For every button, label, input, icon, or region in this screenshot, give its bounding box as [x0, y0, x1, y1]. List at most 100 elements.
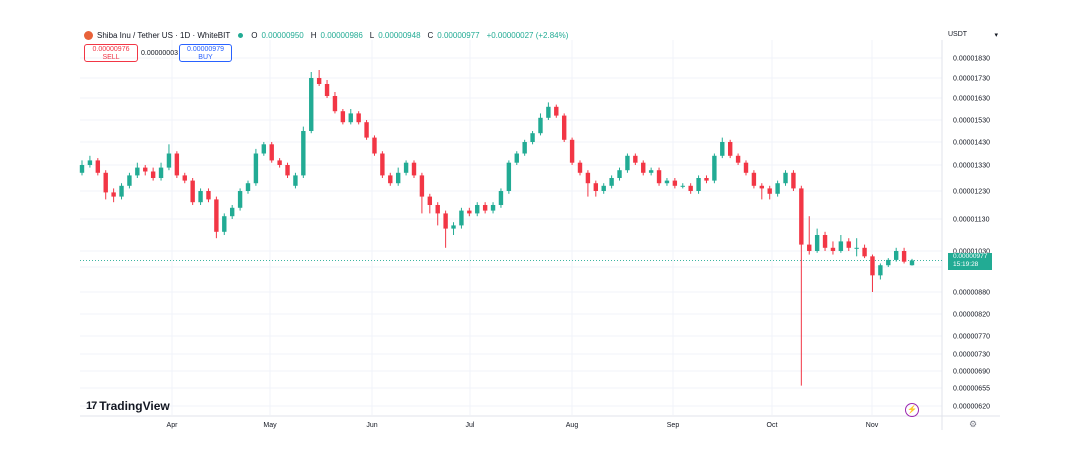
sell-button[interactable]: 0.00000976 SELL: [84, 44, 138, 62]
high-value: 0.00000986: [320, 31, 363, 40]
candle-body: [767, 188, 772, 194]
candle-body: [696, 178, 701, 191]
candle-body: [79, 165, 85, 173]
candle-body: [680, 185, 685, 187]
change-value: +0.00000027 (+2.84%): [486, 31, 569, 40]
candle-body: [585, 172, 591, 184]
candle-body: [727, 142, 733, 156]
candle-body: [395, 172, 401, 184]
candle-body: [182, 175, 187, 181]
candle-body: [807, 244, 812, 251]
candle-body: [222, 216, 227, 232]
candle-body: [783, 172, 788, 184]
candle-body: [411, 162, 417, 176]
candle-body: [759, 185, 765, 189]
chevron-down-icon: ▾: [994, 32, 998, 39]
low-value: 0.00000948: [378, 31, 421, 40]
candle-body: [87, 160, 93, 165]
candle-body: [388, 175, 393, 184]
y-tick-label: 0.00001130: [953, 217, 990, 224]
y-tick-label: 0.00001530: [953, 118, 990, 125]
currency-selector[interactable]: USDT ▾: [948, 31, 998, 39]
symbol-title[interactable]: Shiba Inu / Tether US · 1D · WhiteBIT: [97, 31, 231, 40]
candle-body: [237, 191, 243, 208]
candle-body: [364, 122, 369, 138]
candle-body: [253, 153, 259, 184]
candle-body: [569, 139, 575, 163]
market-status-dot-icon: [238, 33, 244, 38]
candle-body: [514, 153, 519, 163]
candle-body: [625, 155, 630, 171]
candle-body: [720, 142, 725, 156]
candle-body: [103, 172, 108, 193]
candle-body: [664, 180, 670, 184]
current-price: 0.00000977: [953, 253, 988, 260]
sell-price: 0.00000976: [92, 46, 130, 53]
candle-body: [641, 162, 646, 173]
candle-body: [356, 113, 361, 123]
candle-body: [190, 180, 195, 203]
y-tick-label: 0.00001230: [953, 189, 990, 196]
candle-body: [506, 162, 512, 191]
candle-body: [554, 106, 559, 116]
candle-body: [862, 247, 867, 257]
y-tick-label: 0.00000620: [953, 404, 990, 411]
candle-body: [261, 144, 267, 154]
y-tick-label: 0.00000690: [953, 369, 990, 376]
currency-label: USDT: [948, 31, 968, 38]
candle-body: [546, 106, 551, 118]
lightning-icon[interactable]: ⚡: [905, 403, 919, 417]
candle-body: [451, 225, 456, 229]
candle-body: [467, 210, 472, 214]
candle-body: [119, 185, 124, 197]
buy-button[interactable]: 0.00000979 BUY: [179, 44, 232, 62]
tradingview-logo[interactable]: 17 TradingView: [86, 399, 170, 413]
candle-body: [791, 172, 796, 189]
candle-body: [609, 178, 614, 186]
candle-body: [174, 153, 180, 176]
y-tick-label: 0.00001030: [953, 249, 990, 256]
candle-body: [158, 167, 164, 178]
tradingview-mark-icon: 17: [86, 400, 97, 412]
y-tick-label: 0.00000655: [953, 386, 990, 393]
candle-body: [435, 205, 440, 214]
x-tick-label: Jul: [466, 422, 475, 429]
candle-body: [380, 153, 385, 176]
candle-body: [909, 260, 915, 266]
candle-body: [775, 183, 780, 194]
candle-body: [846, 241, 851, 248]
close-value: 0.00000977: [437, 31, 480, 40]
candle-body: [814, 235, 820, 251]
candle-body: [601, 185, 606, 191]
y-tick-label: 0.00001330: [953, 163, 990, 170]
candle-body: [704, 178, 709, 181]
candle-body: [340, 111, 346, 123]
candle-body: [150, 171, 156, 178]
candle-body: [95, 160, 101, 173]
close-label: C: [427, 31, 434, 40]
high-label: H: [310, 31, 317, 40]
candle-body: [229, 207, 235, 217]
gear-icon[interactable]: ⚙: [969, 419, 978, 429]
candle-body: [901, 251, 907, 262]
candle-body: [593, 183, 599, 191]
candle-body: [530, 133, 535, 142]
candle-body: [617, 170, 622, 178]
candle-body: [135, 167, 140, 176]
candle-body: [143, 167, 148, 172]
shiba-inu-logo-icon: [84, 31, 93, 40]
candle-body: [633, 155, 638, 163]
candle-body: [799, 188, 804, 245]
candle-body: [301, 131, 306, 176]
y-tick-label: 0.00000880: [953, 290, 990, 297]
y-tick-label: 0.00001630: [953, 96, 990, 103]
candle-body: [498, 191, 504, 205]
open-label: O: [251, 31, 258, 40]
open-value: 0.00000950: [261, 31, 304, 40]
candle-body: [577, 162, 583, 173]
candle-body: [206, 191, 211, 200]
candle-body: [285, 165, 290, 176]
candle-body: [127, 175, 132, 186]
